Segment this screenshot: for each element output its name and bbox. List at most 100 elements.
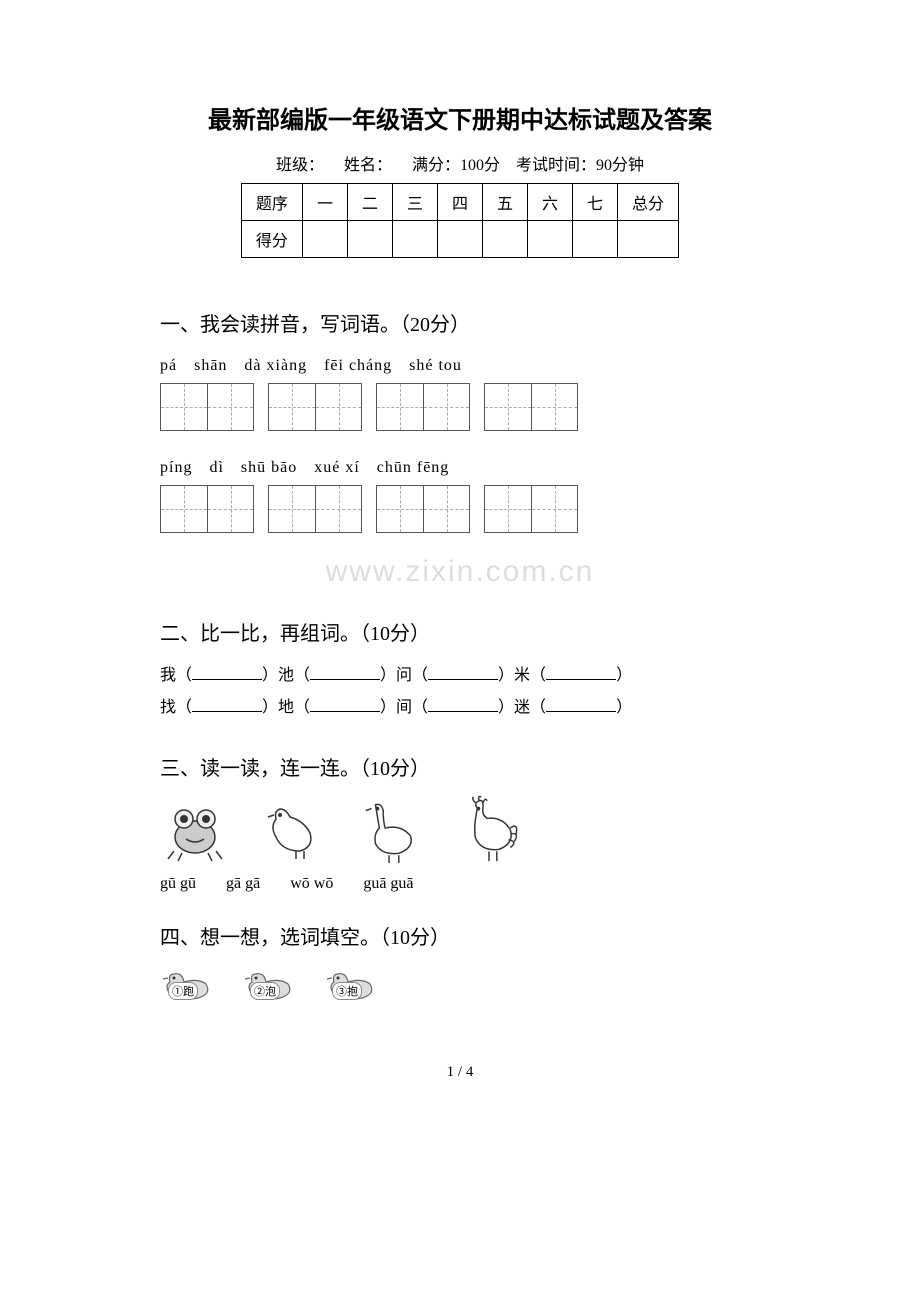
duck-icon: ①跑 <box>160 964 218 1004</box>
char-zhao: 找（ <box>160 699 192 716</box>
score-cell <box>483 221 528 258</box>
blank <box>546 698 616 712</box>
blank <box>192 666 262 680</box>
row1-label: 题序 <box>241 184 302 221</box>
duck-icon: ②泡 <box>242 964 300 1004</box>
char-pair <box>484 383 578 431</box>
fill-line-1: 我（ ）池（ ）问（ ）米（ ） <box>160 660 760 692</box>
ducks-row: ①跑 ②泡 ③抱 <box>160 964 760 1004</box>
sound-2: gā gā <box>226 875 260 893</box>
score-cell <box>573 221 618 258</box>
char-pair <box>268 383 362 431</box>
col-total: 总分 <box>618 184 679 221</box>
char-wo: 我（ <box>160 667 192 684</box>
rooster-icon <box>454 795 524 865</box>
char-box <box>531 384 577 430</box>
full-value: 100分 <box>460 157 500 174</box>
animals-row <box>160 795 760 865</box>
char-box <box>377 486 423 532</box>
blank <box>310 666 380 680</box>
score-cell <box>302 221 347 258</box>
fill-line-2: 找（ ）地（ ）间（ ）迷（ ） <box>160 692 760 724</box>
char-box <box>485 486 531 532</box>
char-box <box>269 486 315 532</box>
char-pair <box>160 383 254 431</box>
time-label: 考试时间： <box>516 157 596 174</box>
paren-close: ） <box>616 699 632 716</box>
info-line: 班级： 姓名： 满分：100分 考试时间：90分钟 <box>160 151 760 175</box>
class-label: 班级： <box>276 157 324 174</box>
row2-label: 得分 <box>241 221 302 258</box>
section1-heading: 一、我会读拼音，写词语。（20分） <box>160 308 760 337</box>
char-pair <box>376 383 470 431</box>
time-value: 90分钟 <box>596 157 644 174</box>
char-box <box>269 384 315 430</box>
char-box <box>315 486 361 532</box>
char-box <box>161 384 207 430</box>
char-di: ）地（ <box>262 699 310 716</box>
char-pair <box>268 485 362 533</box>
sound-3: wō wō <box>290 875 333 893</box>
char-jian: ）间（ <box>380 699 428 716</box>
name-label: 姓名： <box>344 157 392 174</box>
char-box <box>531 486 577 532</box>
pinyin-line-1: pá shān dà xiàng fēi cháng shé tou <box>160 351 760 375</box>
char-mi: ）米（ <box>498 667 546 684</box>
score-cell <box>347 221 392 258</box>
blank <box>428 698 498 712</box>
section4-heading: 四、想一想，选词填空。（10分） <box>160 921 760 950</box>
section2-heading: 二、比一比，再组词。（10分） <box>160 617 760 646</box>
table-row: 题序 一 二 三 四 五 六 七 总分 <box>241 184 678 221</box>
table-row: 得分 <box>241 221 678 258</box>
char-box <box>423 384 469 430</box>
char-pair <box>376 485 470 533</box>
blank <box>428 666 498 680</box>
col-7: 七 <box>573 184 618 221</box>
char-wen: ）问（ <box>380 667 428 684</box>
watermark: www.zixin.com.cn <box>160 555 760 589</box>
pigeon-icon <box>258 795 328 865</box>
duck-label-1: ①跑 <box>168 982 198 1000</box>
page-title: 最新部编版一年级语文下册期中达标试题及答案 <box>160 100 760 135</box>
score-cell <box>528 221 573 258</box>
char-pair <box>484 485 578 533</box>
sounds-row: gū gū gā gā wō wō guā guā <box>160 875 760 893</box>
char-box <box>207 384 253 430</box>
col-5: 五 <box>483 184 528 221</box>
duck-label-2: ②泡 <box>250 982 280 1000</box>
frog-icon <box>160 795 230 865</box>
sound-1: gū gū <box>160 875 196 893</box>
full-label: 满分： <box>412 157 460 174</box>
col-6: 六 <box>528 184 573 221</box>
goose-icon <box>356 795 426 865</box>
blank <box>546 666 616 680</box>
score-table: 题序 一 二 三 四 五 六 七 总分 得分 <box>241 183 679 258</box>
char-chi: ）池（ <box>262 667 310 684</box>
char-pair <box>160 485 254 533</box>
paren-close: ） <box>616 667 632 684</box>
score-cell <box>392 221 437 258</box>
char-box <box>161 486 207 532</box>
col-1: 一 <box>302 184 347 221</box>
boxes-row-1 <box>160 383 760 431</box>
duck-label-3: ③抱 <box>332 982 362 1000</box>
char-box <box>485 384 531 430</box>
char-mi2: ）迷（ <box>498 699 546 716</box>
pinyin-line-2: píng dì shū bāo xué xí chūn fēng <box>160 453 760 477</box>
blank <box>192 698 262 712</box>
char-box <box>315 384 361 430</box>
score-cell <box>618 221 679 258</box>
col-4: 四 <box>437 184 482 221</box>
sound-4: guā guā <box>363 875 413 893</box>
duck-icon: ③抱 <box>324 964 382 1004</box>
blank <box>310 698 380 712</box>
page-number: 1 / 4 <box>160 1064 760 1081</box>
col-2: 二 <box>347 184 392 221</box>
section3-heading: 三、读一读，连一连。（10分） <box>160 752 760 781</box>
char-box <box>207 486 253 532</box>
score-cell <box>437 221 482 258</box>
char-box <box>377 384 423 430</box>
char-box <box>423 486 469 532</box>
boxes-row-2 <box>160 485 760 533</box>
col-3: 三 <box>392 184 437 221</box>
